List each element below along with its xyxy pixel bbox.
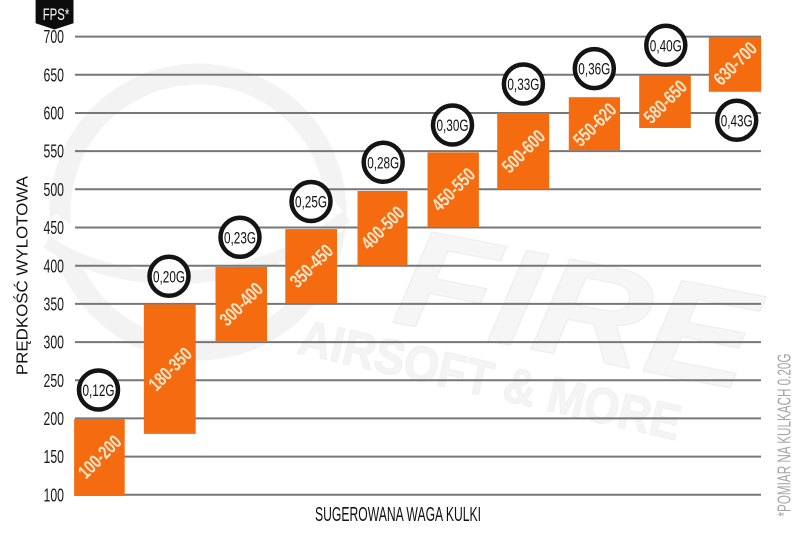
svg-text:250: 250 (44, 370, 65, 391)
svg-text:0,33G: 0,33G (507, 75, 539, 94)
svg-text:FPS*: FPS* (43, 6, 70, 24)
svg-text:0,40G: 0,40G (650, 36, 682, 55)
svg-text:PRĘDKOŚĆ WYLOTOWA: PRĘDKOŚĆ WYLOTOWA (13, 176, 32, 375)
svg-text:700: 700 (44, 26, 65, 47)
svg-text:300: 300 (44, 332, 65, 353)
svg-text:0,30G: 0,30G (437, 116, 469, 135)
svg-text:0,23G: 0,23G (224, 228, 256, 247)
svg-text:550: 550 (44, 141, 65, 162)
svg-text:350: 350 (44, 294, 65, 315)
svg-text:0,36G: 0,36G (578, 60, 610, 79)
svg-text:0,25G: 0,25G (295, 193, 327, 212)
svg-text:500: 500 (44, 179, 65, 200)
svg-text:650: 650 (44, 64, 65, 85)
svg-text:400: 400 (44, 255, 65, 276)
svg-text:SUGEROWANA WAGA KULKI: SUGEROWANA WAGA KULKI (315, 504, 481, 526)
svg-text:600: 600 (44, 103, 65, 124)
svg-text:450: 450 (44, 217, 65, 238)
svg-text:0,43G: 0,43G (721, 111, 753, 130)
svg-text:100: 100 (44, 484, 65, 505)
svg-text:0,28G: 0,28G (367, 153, 399, 172)
svg-text:0,20G: 0,20G (153, 267, 185, 286)
svg-text:150: 150 (44, 446, 65, 467)
svg-text:200: 200 (44, 408, 65, 429)
svg-text:0,12G: 0,12G (83, 381, 115, 400)
svg-text:*POMIAR NA KULKACH 0.20G: *POMIAR NA KULKACH 0.20G (774, 354, 794, 517)
